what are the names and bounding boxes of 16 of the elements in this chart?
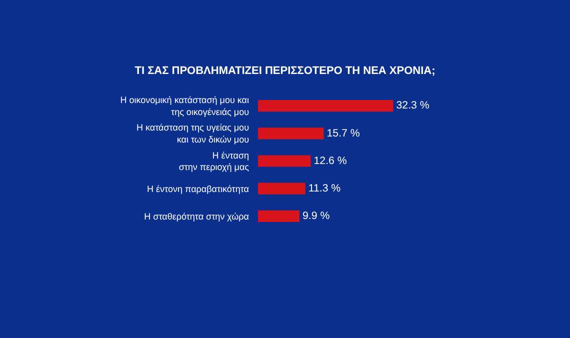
data-label: 32.3 %: [396, 100, 430, 112]
bar: [258, 182, 306, 194]
data-label: 9.9 %: [302, 210, 330, 222]
data-label: 11.3 %: [308, 182, 342, 194]
y-tick-label: Η οικονομική κατάστασή μου και της οικογένειάς μου: [120, 95, 250, 117]
bar: [258, 100, 394, 112]
bar: [258, 210, 300, 222]
bar: [258, 128, 324, 140]
data-label: 15.7 %: [326, 127, 360, 140]
chart-title: ΤΙ ΣΑΣ ΠΡΟΒΛΗΜΑΤΙΖΕΙ ΠΕΡΙΣΣΟΤΕΡΟ ΤΗ ΝΕΑ ΧΡΟΝΙΑ;: [134, 64, 436, 77]
data-label: 12.6 %: [314, 154, 348, 167]
y-tick-label: Η κατάσταση της υγείας μου και των δικών μου: [136, 122, 250, 144]
y-tick-label: Η έντονη παραβατικότητα: [147, 184, 249, 194]
y-tick-label: Η ένταση στην περιοχή μας: [178, 150, 250, 172]
bar: [258, 155, 311, 167]
y-tick-label: Η σταθερότητα στην χώρα: [144, 211, 249, 222]
